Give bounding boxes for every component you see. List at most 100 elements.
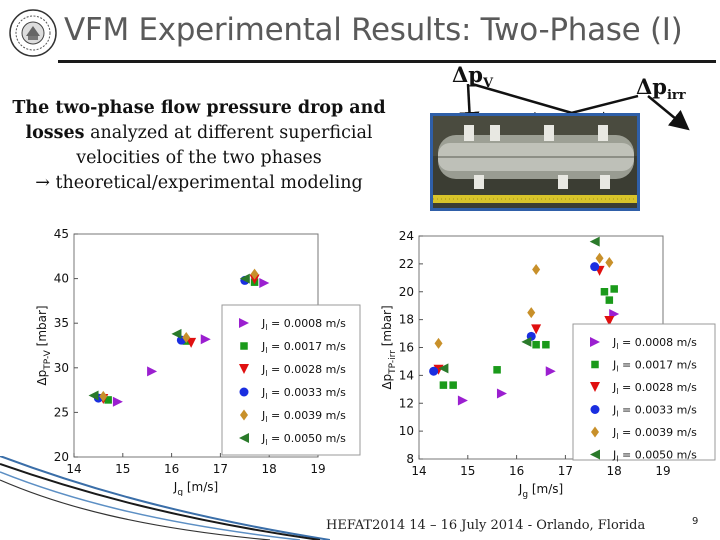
data-point xyxy=(600,288,609,296)
x-tick-label: 15 xyxy=(115,462,130,476)
data-point xyxy=(104,396,112,404)
legend-box xyxy=(572,323,716,461)
y-axis-label: ΔpTP-V [mbar] xyxy=(35,305,53,385)
legend-label: Jl = 0.0028 m/s xyxy=(261,363,346,378)
data-point xyxy=(434,337,443,349)
legend-marker xyxy=(590,337,600,347)
y-tick-label: 18 xyxy=(399,313,414,327)
legend-label: Jl = 0.0050 m/s xyxy=(612,449,697,464)
y-tick-label: 20 xyxy=(399,285,414,299)
intro-rest: analyzed at different superficial veloci… xyxy=(76,123,373,168)
data-point xyxy=(112,396,123,407)
y-tick-label: 16 xyxy=(399,341,414,355)
y-tick-label: 10 xyxy=(399,424,414,438)
data-point xyxy=(496,388,507,399)
data-point xyxy=(88,390,99,401)
label-dpv: ΔpV xyxy=(452,62,493,91)
legend-marker xyxy=(590,449,600,460)
data-point xyxy=(250,268,259,280)
y-axis-label: ΔpTP-irr [mbar] xyxy=(380,305,398,389)
data-point xyxy=(429,366,439,376)
y-tick-label: 12 xyxy=(399,396,414,410)
x-tick-label: 18 xyxy=(262,462,277,476)
label-dpirr: Δpirr xyxy=(636,74,686,103)
legend-marker xyxy=(239,433,249,443)
data-point xyxy=(595,252,604,264)
data-point xyxy=(605,256,614,268)
label-dpirr-sub: irr xyxy=(666,88,686,104)
y-tick-label: 45 xyxy=(54,227,69,241)
y-tick-label: 25 xyxy=(54,405,69,419)
x-tick-label: 18 xyxy=(607,464,622,478)
title-rule xyxy=(58,60,716,63)
data-point xyxy=(527,307,536,319)
label-dpv-sub: V xyxy=(482,76,494,92)
x-tick-label: 16 xyxy=(164,462,179,476)
legend-marker xyxy=(590,405,600,414)
y-tick-label: 24 xyxy=(399,229,414,243)
x-tick-label: 19 xyxy=(655,464,670,478)
x-tick-label: 16 xyxy=(509,464,524,478)
data-point xyxy=(147,366,158,377)
data-point xyxy=(542,340,550,349)
x-tick-label: 17 xyxy=(558,464,573,478)
x-axis-label: Jg [m/s] xyxy=(518,482,563,500)
data-point xyxy=(610,285,618,293)
y-tick-label: 30 xyxy=(54,361,69,375)
data-point xyxy=(449,381,457,389)
legend-marker xyxy=(591,426,599,438)
legend-marker xyxy=(240,342,248,350)
x-tick-label: 17 xyxy=(213,462,228,476)
legend-label: Jl = 0.0033 m/s xyxy=(261,386,346,401)
y-tick-label: 20 xyxy=(54,450,69,464)
university-seal-logo xyxy=(9,9,57,57)
legend-label: Jl = 0.0008 m/s xyxy=(261,317,346,332)
data-point xyxy=(493,366,501,374)
legend-label: Jl = 0.0017 m/s xyxy=(261,340,346,355)
footer-text: HEFAT2014 14 – 16 July 2014 - Orlando, F… xyxy=(326,518,646,533)
intro-tail: theoretical/experimental modeling xyxy=(49,173,363,193)
legend-marker xyxy=(590,382,600,392)
data-point xyxy=(545,366,556,377)
y-tick-label: 40 xyxy=(54,272,69,286)
data-point xyxy=(438,363,449,374)
data-point xyxy=(186,337,197,348)
intro-bold: The two-phase flow pressure drop and los… xyxy=(12,98,386,143)
data-point xyxy=(259,278,270,289)
legend-marker xyxy=(239,318,249,328)
x-tick-label: 19 xyxy=(310,462,325,476)
legend-label: Jl = 0.0039 m/s xyxy=(612,426,697,441)
data-point xyxy=(200,334,211,345)
y-tick-label: 35 xyxy=(54,316,69,330)
data-point xyxy=(532,340,540,349)
data-point xyxy=(457,395,468,406)
legend-box xyxy=(221,304,361,456)
page-number: 9 xyxy=(692,516,699,527)
legend-marker xyxy=(239,387,249,397)
y-tick-label: 22 xyxy=(399,257,414,271)
legend-label: Jl = 0.0050 m/s xyxy=(261,432,346,447)
chart-dp-tpv: 20 25 30 35 40 45 14 15 16 17 18 19 Jg [m/s] ΔpTP-V [… xyxy=(35,227,361,496)
data-point xyxy=(99,390,108,402)
data-point xyxy=(239,273,250,284)
slide-title: VFM Experimental Results: Two-Phase (I) xyxy=(64,12,683,48)
data-point xyxy=(182,331,191,343)
data-point xyxy=(171,328,182,339)
intro-paragraph: The two-phase flow pressure drop and los… xyxy=(10,96,388,196)
legend-label: Jl = 0.0033 m/s xyxy=(612,404,697,419)
x-tick-label: 14 xyxy=(66,462,81,476)
x-axis-label: Jg [m/s] xyxy=(173,480,218,496)
x-tick-label: 15 xyxy=(460,464,475,478)
decorative-corner-lines xyxy=(0,456,330,540)
data-point xyxy=(439,381,448,389)
data-point xyxy=(605,296,614,304)
data-point xyxy=(531,324,542,335)
label-dpirr-main: Δp xyxy=(636,74,667,99)
test-section-photo xyxy=(430,113,640,211)
legend-label: Jl = 0.0008 m/s xyxy=(612,336,697,351)
legend-label: Jl = 0.0028 m/s xyxy=(612,381,697,396)
legend-label: Jl = 0.0039 m/s xyxy=(261,409,346,424)
x-tick-label: 14 xyxy=(411,464,426,478)
data-point xyxy=(521,336,532,347)
legend-marker xyxy=(591,360,599,369)
